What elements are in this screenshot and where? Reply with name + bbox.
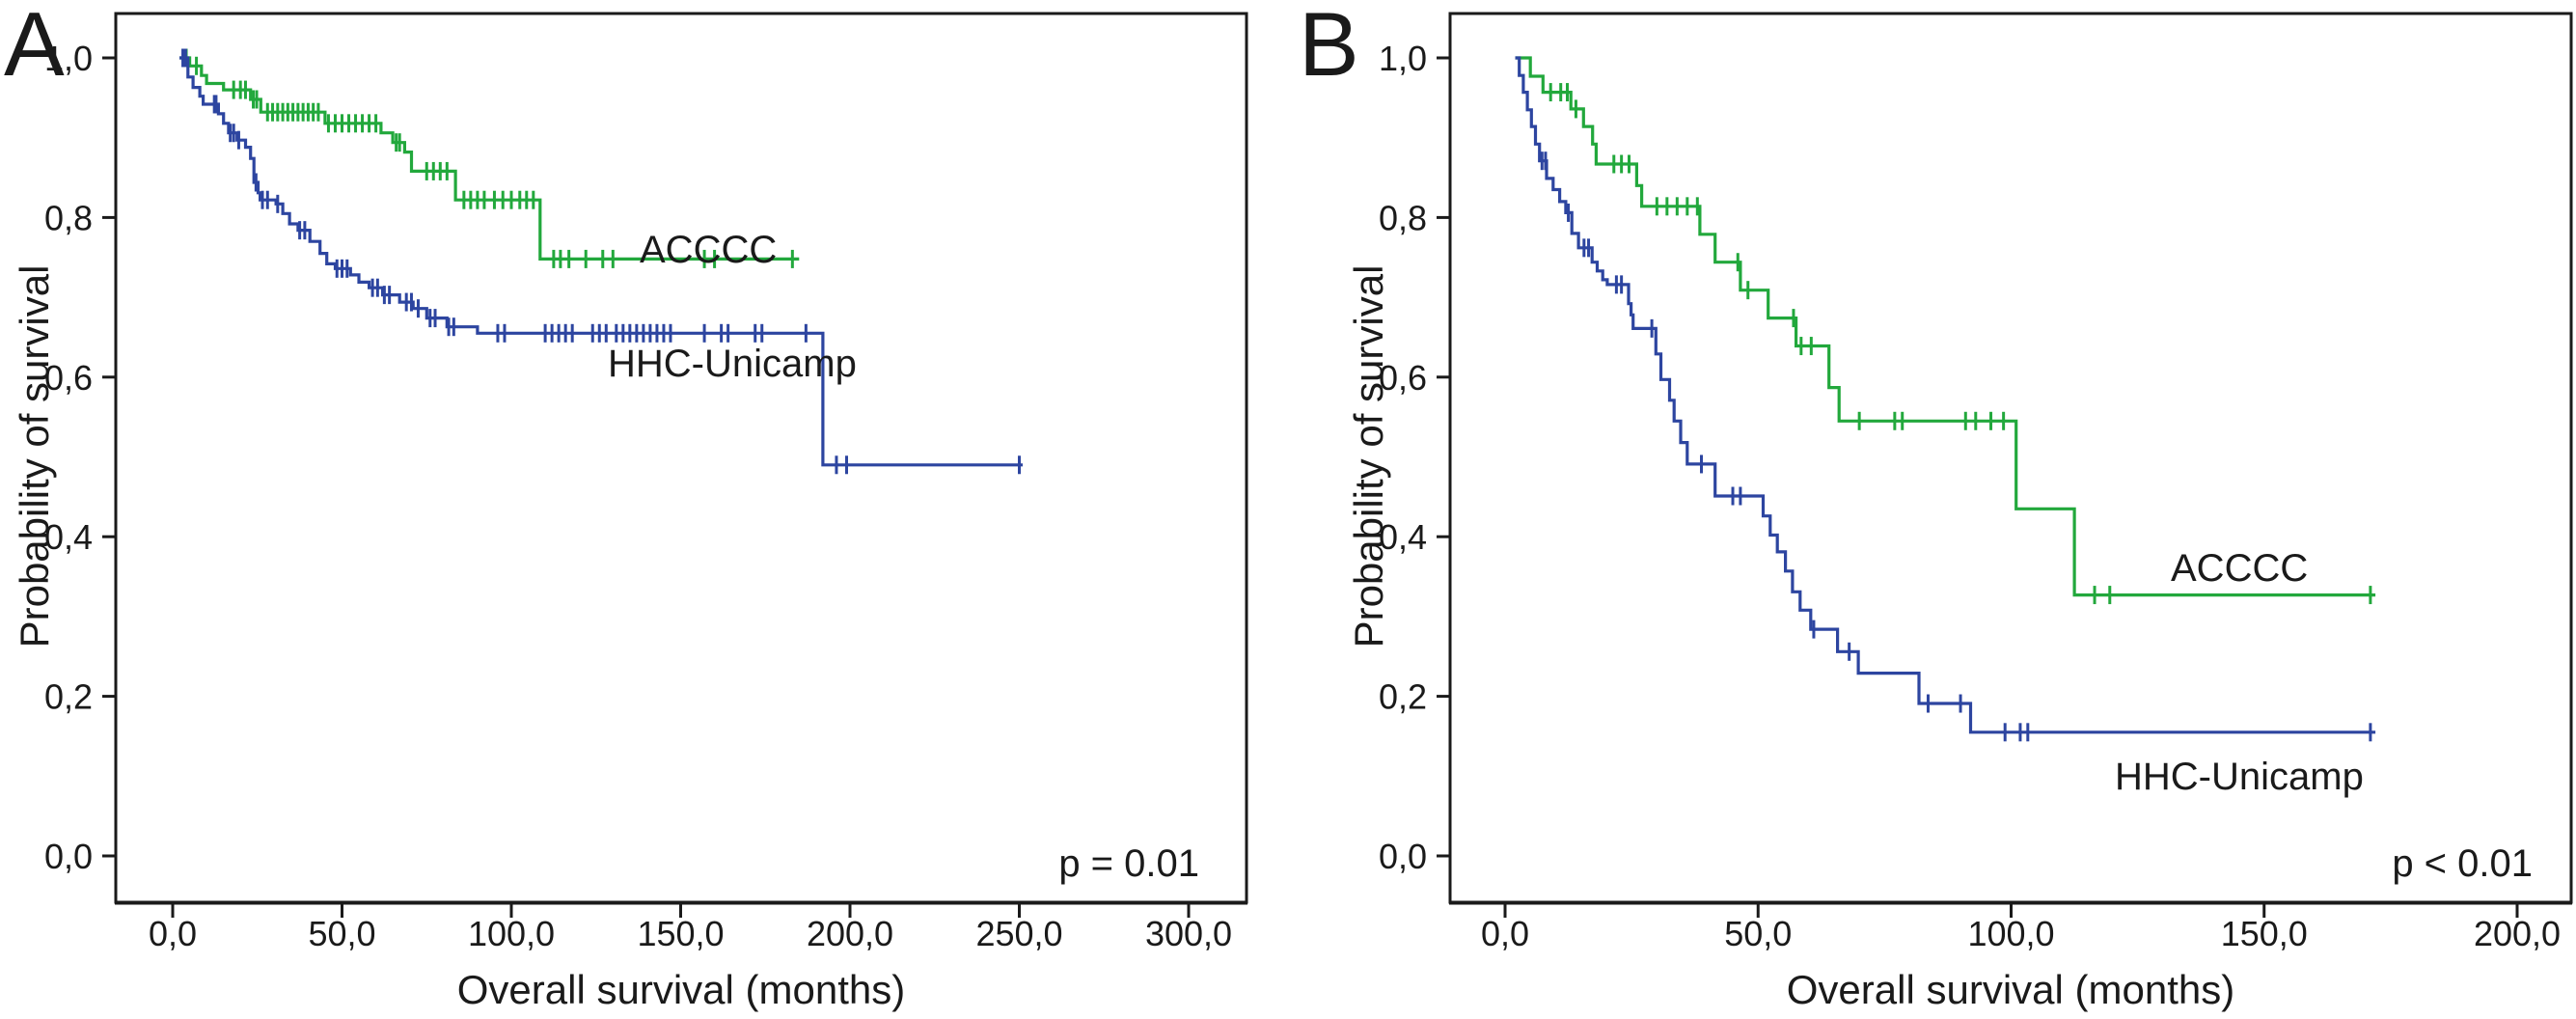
x-tick-label: 200,0 <box>807 914 893 953</box>
x-axis-title: Overall survival (months) <box>1787 967 2234 1012</box>
curve-label-acccc: ACCCC <box>640 229 777 271</box>
survival-curve-acccc <box>1515 56 2376 597</box>
censor-ticks-acccc <box>1548 83 2372 605</box>
x-tick-label: 0,0 <box>149 914 197 953</box>
x-tick-label: 50,0 <box>1724 914 1792 953</box>
y-tick-label: 0,2 <box>44 677 93 717</box>
series-hhc-unicamp <box>1515 56 2376 742</box>
y-tick-label: 0,6 <box>1379 358 1427 398</box>
y-tick-label: 0,8 <box>44 198 93 237</box>
x-tick-label: 100,0 <box>1967 914 2054 953</box>
panel-b: 1,0 0,8 0,6 0,4 0,2 0,0 0,0 50,0 100,0 150,0 200,0… <box>1299 0 2573 1012</box>
survival-curve-hhc-unicamp <box>179 56 1023 467</box>
curve-label-hhc-unicamp: HHC-Unicamp <box>2115 756 2364 798</box>
x-tick-label: 50,0 <box>308 914 375 953</box>
curve-label-hhc-unicamp: HHC-Unicamp <box>608 343 857 385</box>
censor-ticks-hhc-unicamp <box>181 48 1021 475</box>
curve-label-acccc: ACCCC <box>2171 547 2308 590</box>
y-tick-label: 0,8 <box>1379 198 1427 237</box>
p-value-label: p = 0.01 <box>1058 842 1199 885</box>
y-tick-label: 0,0 <box>44 837 93 876</box>
y-tick-label: 1,0 <box>1379 39 1427 78</box>
series-acccc <box>1515 56 2376 605</box>
censor-ticks-hhc-unicamp <box>1540 151 2372 742</box>
x-tick-label: 0,0 <box>1481 914 1529 953</box>
plot-frame <box>114 12 1248 904</box>
y-axis-title: Probability of survival <box>1346 265 1391 648</box>
plot-frame <box>1448 12 2573 904</box>
x-tick-label: 250,0 <box>975 914 1062 953</box>
panel-letter: A <box>4 0 65 95</box>
y-tick-label: 0,2 <box>1379 677 1427 717</box>
y-tick-label: 1,0 <box>44 39 93 78</box>
x-tick-label: 150,0 <box>2221 914 2308 953</box>
x-axis-title: Overall survival (months) <box>457 967 905 1012</box>
p-value-label: p < 0.01 <box>2392 842 2533 885</box>
x-tick-label: 300,0 <box>1145 914 1232 953</box>
x-tick-label: 200,0 <box>2474 914 2561 953</box>
series-hhc-unicamp <box>179 48 1023 475</box>
x-tick-label: 100,0 <box>468 914 555 953</box>
panel-a: 1,0 0,8 0,6 0,4 0,2 0,0 0,0 50,0 100,0 150,0 200,0… <box>4 0 1248 1012</box>
panel-letter: B <box>1299 0 1359 95</box>
y-tick-label: 0,6 <box>44 358 93 398</box>
y-tick-label: 0,0 <box>1379 837 1427 876</box>
y-tick-label: 0,4 <box>1379 517 1427 557</box>
x-tick-label: 150,0 <box>637 914 724 953</box>
survival-curve-hhc-unicamp <box>1515 56 2376 734</box>
y-axis-title: Probability of survival <box>12 265 57 648</box>
y-tick-label: 0,4 <box>44 517 93 557</box>
